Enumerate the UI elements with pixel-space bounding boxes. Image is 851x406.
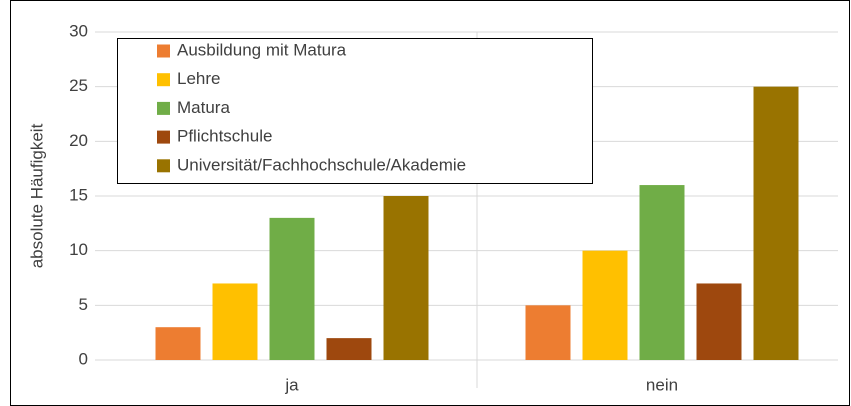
bar [753,86,799,361]
bar [269,217,315,360]
x-tick-label: ja [284,375,299,394]
legend-swatch [157,130,170,144]
bar [639,185,685,360]
bar [525,305,571,360]
legend-box [117,38,593,184]
y-tick-label: 25 [69,76,88,95]
legend-swatch [157,44,170,58]
legend-label: Universität/Fachhochschule/Akademie [177,155,466,174]
y-tick-label: 20 [69,131,88,150]
legend-label: Lehre [177,69,220,88]
y-tick-label: 0 [79,349,88,368]
legend-swatch [157,159,170,173]
y-tick-label: 15 [69,185,88,204]
bar [212,283,258,360]
bar [326,338,372,360]
y-tick-label: 30 [69,21,88,40]
legend-label: Pflichtschule [177,127,272,146]
bar [582,250,628,360]
bar [155,327,201,360]
y-tick-label: 5 [79,295,88,314]
bar [696,283,742,360]
legend-label: Matura [177,98,230,117]
bar [383,196,429,360]
legend-swatch [157,73,170,87]
x-tick-label: nein [646,375,678,394]
legend-swatch [157,101,170,115]
y-tick-label: 10 [69,240,88,259]
legend-label: Ausbildung mit Matura [177,40,347,59]
y-axis-label: absolute Häufigkeit [27,123,46,268]
